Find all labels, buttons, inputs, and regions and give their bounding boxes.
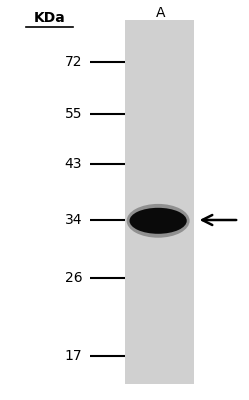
Text: KDa: KDa (34, 11, 66, 25)
Text: A: A (156, 6, 165, 20)
Text: 17: 17 (64, 349, 82, 363)
Ellipse shape (129, 208, 187, 234)
Bar (124, 20, 194, 384)
Text: 34: 34 (65, 213, 82, 227)
Text: 43: 43 (65, 157, 82, 171)
Text: 72: 72 (65, 55, 82, 69)
Text: 26: 26 (64, 271, 82, 285)
Ellipse shape (126, 204, 190, 238)
Text: 55: 55 (65, 107, 82, 121)
